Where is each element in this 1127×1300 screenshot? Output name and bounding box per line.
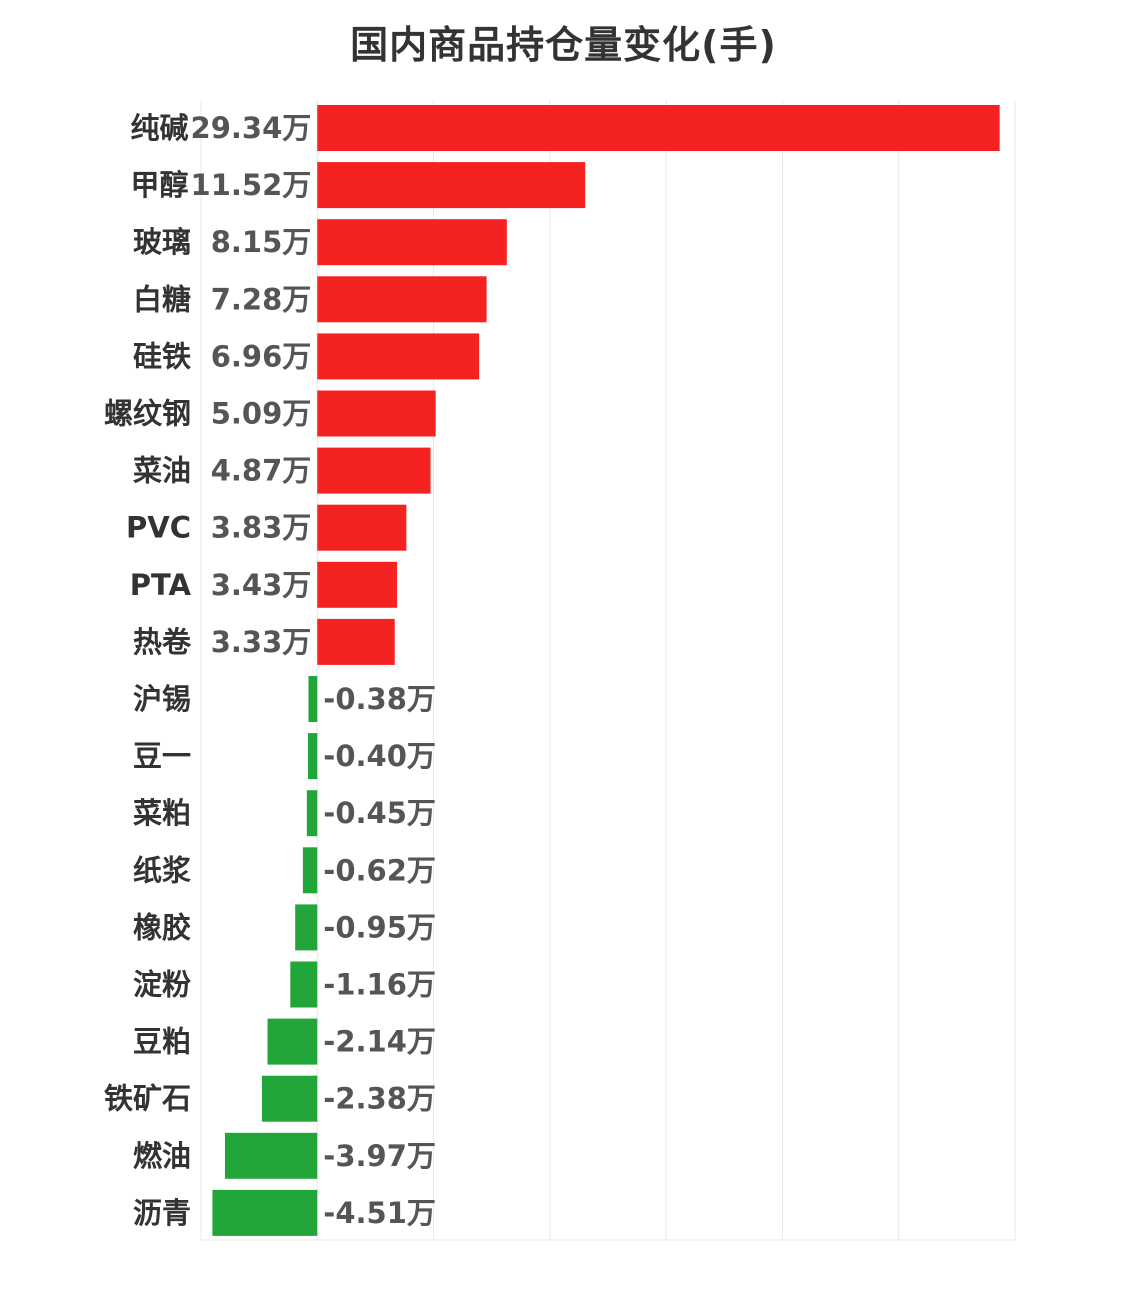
- category-label: 豆一: [133, 739, 191, 773]
- category-label: PVC: [126, 511, 191, 545]
- bar-11: [307, 733, 318, 780]
- category-label: 橡胶: [133, 910, 191, 944]
- category-label: 豆粕: [133, 1025, 191, 1059]
- value-label: -3.97万: [323, 1139, 436, 1173]
- category-label: 沪锡: [133, 682, 191, 716]
- bar-17: [261, 1075, 318, 1122]
- category-label: 纸浆: [133, 853, 192, 887]
- bar-0: [317, 105, 1000, 151]
- value-label: 5.09万: [211, 397, 312, 431]
- value-label: -0.62万: [323, 853, 436, 887]
- category-label: PTA: [130, 568, 192, 602]
- chart-title: 国内商品持仓量变化(手): [350, 23, 777, 67]
- bar-2: [317, 219, 507, 266]
- category-label: 淀粉: [133, 968, 191, 1002]
- bar-15: [290, 961, 318, 1008]
- category-label: 纯碱: [131, 111, 189, 145]
- bar-8: [317, 561, 398, 608]
- bar-7: [317, 504, 407, 551]
- bars: [212, 105, 1000, 1236]
- value-label: -0.45万: [323, 796, 436, 830]
- value-label: -0.40万: [323, 739, 436, 773]
- value-label: 7.28万: [211, 282, 312, 316]
- category-label: 白糖: [133, 282, 191, 316]
- bar-18: [224, 1132, 318, 1179]
- category-label: 菜粕: [133, 796, 191, 830]
- value-label: 29.34万: [191, 111, 312, 145]
- category-label: 燃油: [133, 1139, 191, 1173]
- category-label: 铁矿石: [104, 1082, 191, 1116]
- value-label: 3.83万: [211, 511, 312, 545]
- value-label: -0.38万: [323, 682, 436, 716]
- value-label: 11.52万: [191, 168, 312, 202]
- bar-1: [317, 162, 586, 209]
- bar-14: [295, 904, 318, 951]
- value-label: 3.43万: [211, 568, 312, 602]
- category-label: 热卷: [133, 625, 192, 659]
- value-label: -1.16万: [323, 968, 436, 1002]
- value-label: -2.38万: [323, 1082, 436, 1116]
- bar-16: [267, 1018, 318, 1065]
- bar-5: [317, 390, 436, 437]
- category-label: 螺纹钢: [104, 397, 191, 431]
- value-label: 3.33万: [211, 625, 312, 659]
- bar-19: [212, 1189, 318, 1236]
- value-label: -2.14万: [323, 1025, 436, 1059]
- bar-13: [302, 847, 318, 894]
- value-label: 6.96万: [211, 339, 312, 373]
- bar-12: [306, 790, 318, 837]
- value-label: -4.51万: [323, 1196, 436, 1230]
- bar-3: [317, 276, 487, 323]
- bar-4: [317, 333, 480, 380]
- category-label: 菜油: [133, 454, 191, 488]
- bar-9: [317, 618, 395, 665]
- category-label: 玻璃: [133, 225, 191, 259]
- bar-10: [308, 676, 318, 722]
- category-label: 硅铁: [133, 339, 191, 373]
- value-label: -0.95万: [323, 910, 436, 944]
- grid-lines: [200, 100, 1016, 1241]
- bar-6: [317, 447, 431, 494]
- value-label: 8.15万: [211, 225, 312, 259]
- category-label: 甲醇: [131, 168, 189, 202]
- category-label: 沥青: [133, 1196, 191, 1230]
- value-label: 4.87万: [211, 454, 312, 488]
